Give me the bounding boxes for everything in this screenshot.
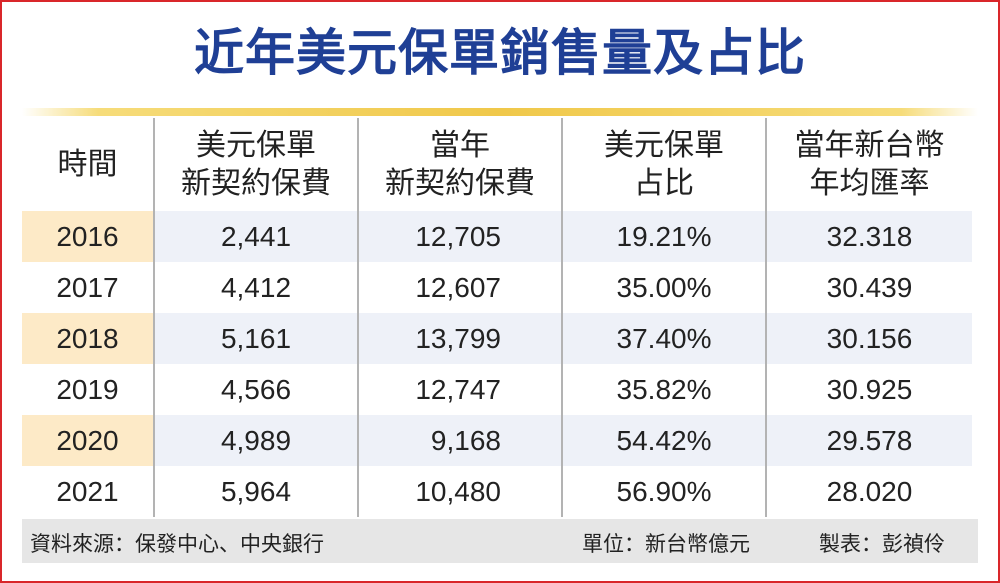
header-line: 時間 [57,146,118,182]
cell-fx-rate: 32.318 [767,211,972,262]
maker-note: 製表：彭禎伶 [819,532,945,556]
cell-usd-premium: 4,989 [155,415,359,466]
cell-usd-premium: 4,412 [155,262,359,313]
cell-total-premium: 9,168 [359,415,563,466]
table-row: 2019 4,566 12,747 35.82% 30.925 [22,364,972,415]
cell-fx-rate: 30.439 [826,271,913,303]
data-table: 時間 美元保單 新契約保費 當年 新契約保費 美元保單 占比 當年新台幣 年均匯… [22,118,972,517]
cell-year: 2019 [22,364,155,415]
table-row: 2018 5,161 13,799 37.40% 30.156 [22,313,972,364]
cell-total-premium: 12,607 [359,262,563,313]
header-line: 新契約保費 [385,165,535,201]
page-title: 近年美元保單銷售量及占比 [194,24,806,82]
cell-total-premium: 12,747 [359,364,563,415]
title-divider [22,108,978,116]
cell-fx-rate: 28.020 [826,475,913,507]
source-note: 資料來源：保發中心、中央銀行 [30,532,324,556]
cell-usd-share: 56.90% [563,466,767,517]
cell-total-premium: 12,705 [359,211,563,262]
cell-usd-share: 37.40% [563,313,767,364]
cell-year: 2020 [22,415,155,466]
cell-usd-premium: 4,566 [155,364,359,415]
cell-year: 2016 [22,211,155,262]
header-usd-premium: 美元保單 新契約保費 [155,118,359,211]
cell-fx-rate: 30.925 [826,373,913,405]
cell-usd-premium: 5,161 [155,313,359,364]
table-row: 2016 2,441 12,705 19.21% 32.318 [22,211,972,262]
cell-usd-share: 35.00% [563,262,767,313]
footer-bar: 資料來源：保發中心、中央銀行 單位：新台幣億元 製表：彭禎伶 [22,519,978,563]
header-time: 時間 [22,118,155,211]
cell-usd-premium: 2,441 [155,211,359,262]
header-line: 美元保單 [196,127,316,163]
cell-usd-share: 19.21% [563,211,767,262]
cell-year: 2021 [22,466,155,517]
cell-usd-premium: 5,964 [155,466,359,517]
header-line: 年均匯率 [809,165,930,201]
cell-usd-share: 35.82% [563,364,767,415]
cell-total-premium: 13,799 [359,313,563,364]
cell-total-premium: 10,480 [359,466,563,517]
table-row: 2021 5,964 10,480 56.90% 28.020 [22,466,972,517]
header-line: 當年 [430,127,490,163]
cell-year: 2018 [22,313,155,364]
cell-year: 2017 [22,262,155,313]
header-usd-share: 美元保單 占比 [563,118,767,211]
table-row: 2017 4,412 12,607 35.00% 30.439 [22,262,972,313]
header-line: 占比 [634,165,694,201]
table-row: 2020 4,989 9,168 54.42% 29.578 [22,415,972,466]
cell-fx-rate: 29.578 [767,415,972,466]
header-line: 新契約保費 [181,165,331,201]
header-line: 當年新台幣 [794,127,945,163]
header-line: 美元保單 [604,127,724,163]
cell-fx-rate: 30.156 [767,313,972,364]
header-total-premium: 當年 新契約保費 [359,118,563,211]
unit-note: 單位：新台幣億元 [582,532,750,556]
header-fx-rate: 當年新台幣 年均匯率 [767,118,972,211]
cell-usd-share: 54.42% [563,415,767,466]
table-header: 時間 美元保單 新契約保費 當年 新契約保費 美元保單 占比 當年新台幣 年均匯… [22,118,972,211]
